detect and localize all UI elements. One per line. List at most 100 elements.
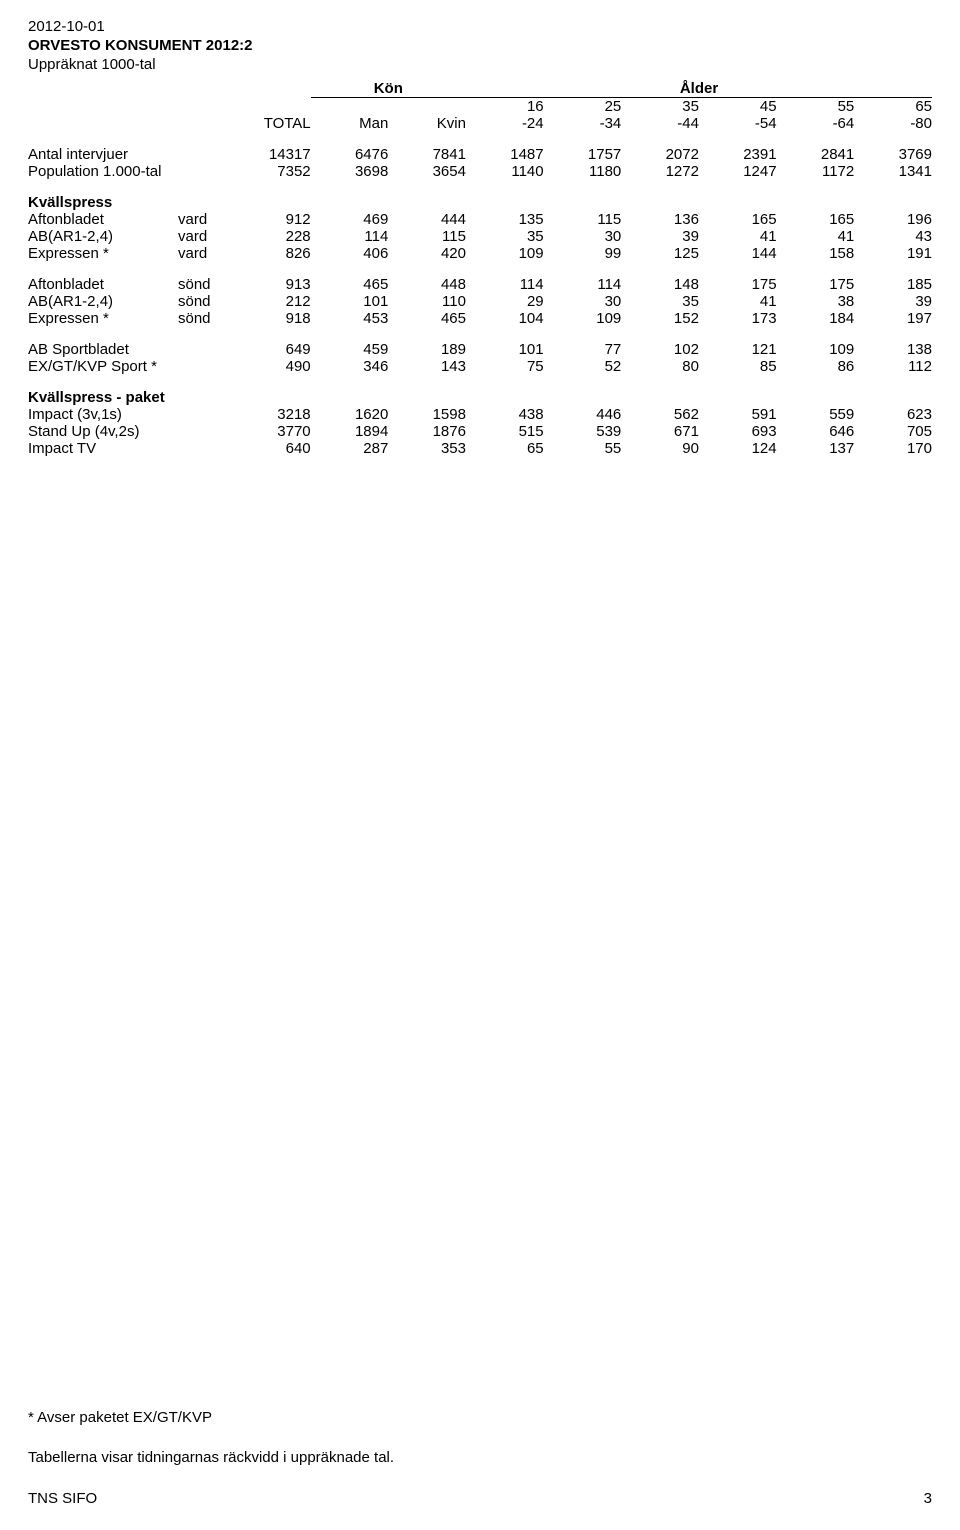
data-cell: 1876 [388, 423, 466, 440]
data-cell: 165 [699, 211, 777, 228]
data-cell: 446 [544, 406, 622, 423]
data-cell: 671 [621, 423, 699, 440]
meta-row: Population 1.000-tal73523698365411401180… [28, 163, 932, 180]
data-cell: 115 [388, 228, 466, 245]
page-footer: * Avser paketet EX/GT/KVP Tabellerna vis… [28, 1407, 932, 1511]
data-cell: 52 [544, 358, 622, 375]
age-top-1: 25 [544, 98, 622, 115]
data-cell: 175 [777, 276, 855, 293]
row-label: Expressen * [28, 245, 178, 262]
footnote-reach: Tabellerna visar tidningarnas räckvidd i… [28, 1447, 932, 1470]
row-label: EX/GT/KVP Sport * [28, 358, 233, 375]
row-sublabel: sönd [178, 276, 233, 293]
group-header-row: Kön Ålder [28, 80, 932, 98]
data-cell: 109 [466, 245, 544, 262]
data-cell: 826 [233, 245, 311, 262]
data-cell: 1487 [466, 146, 544, 163]
data-cell: 562 [621, 406, 699, 423]
data-cell: 649 [233, 341, 311, 358]
row-label: Impact (3v,1s) [28, 406, 233, 423]
footnote-source: TNS SIFO [28, 1488, 932, 1511]
data-cell: 115 [544, 211, 622, 228]
data-row: Stand Up (4v,2s)377018941876515539671693… [28, 423, 932, 440]
data-cell: 448 [388, 276, 466, 293]
data-cell: 438 [466, 406, 544, 423]
data-cell: 39 [621, 228, 699, 245]
row-sublabel: vard [178, 211, 233, 228]
data-cell: 197 [854, 310, 932, 327]
row-label: Expressen * [28, 310, 178, 327]
data-cell: 41 [699, 293, 777, 310]
data-cell: 646 [777, 423, 855, 440]
data-cell: 102 [621, 341, 699, 358]
data-cell: 148 [621, 276, 699, 293]
data-cell: 110 [388, 293, 466, 310]
data-cell: 212 [233, 293, 311, 310]
data-cell: 2841 [777, 146, 855, 163]
data-cell: 490 [233, 358, 311, 375]
data-cell: 184 [777, 310, 855, 327]
age-top-4: 55 [777, 98, 855, 115]
header-subtitle: Uppräknat 1000-tal [28, 56, 932, 75]
data-cell: 228 [233, 228, 311, 245]
section-heading: Kvällspress - paket [28, 389, 932, 406]
data-cell: 346 [311, 358, 389, 375]
data-cell: 1247 [699, 163, 777, 180]
data-cell: 55 [544, 440, 622, 457]
data-cell: 406 [311, 245, 389, 262]
data-cell: 101 [311, 293, 389, 310]
age-bot-2: -44 [621, 115, 699, 132]
data-cell: 287 [311, 440, 389, 457]
section-heading-row: Kvällspress - paket [28, 389, 932, 406]
data-cell: 465 [311, 276, 389, 293]
col-labels-row: TOTAL Man Kvin -24 -34 -44 -54 -64 -80 [28, 115, 932, 132]
row-label: AB(AR1-2,4) [28, 228, 178, 245]
data-cell: 1620 [311, 406, 389, 423]
data-cell: 1894 [311, 423, 389, 440]
data-cell: 459 [311, 341, 389, 358]
data-cell: 30 [544, 293, 622, 310]
col-kvin: Kvin [388, 115, 466, 132]
data-cell: 453 [311, 310, 389, 327]
data-cell: 109 [544, 310, 622, 327]
data-cell: 705 [854, 423, 932, 440]
data-cell: 3218 [233, 406, 311, 423]
data-cell: 136 [621, 211, 699, 228]
data-cell: 515 [466, 423, 544, 440]
age-top-row: 16 25 35 45 55 65 [28, 98, 932, 115]
data-row: Aftonbladetsönd9134654481141141481751751… [28, 276, 932, 293]
data-table: Kön Ålder 16 25 35 45 55 65 TOTAL Man Kv… [28, 80, 932, 471]
data-cell: 152 [621, 310, 699, 327]
data-cell: 623 [854, 406, 932, 423]
row-label: Aftonbladet [28, 276, 178, 293]
data-cell: 35 [466, 228, 544, 245]
data-cell: 29 [466, 293, 544, 310]
data-cell: 14317 [233, 146, 311, 163]
row-sublabel: vard [178, 228, 233, 245]
data-cell: 165 [777, 211, 855, 228]
data-cell: 77 [544, 341, 622, 358]
meta-row: Antal intervjuer143176476784114871757207… [28, 146, 932, 163]
age-bot-3: -54 [699, 115, 777, 132]
data-cell: 114 [466, 276, 544, 293]
data-cell: 1598 [388, 406, 466, 423]
alder-header: Ålder [466, 80, 932, 98]
data-cell: 3698 [311, 163, 389, 180]
data-cell: 101 [466, 341, 544, 358]
data-cell: 539 [544, 423, 622, 440]
section-heading: Kvällspress [28, 194, 932, 211]
data-cell: 7352 [233, 163, 311, 180]
data-cell: 85 [699, 358, 777, 375]
data-row: AB Sportbladet64945918910177102121109138 [28, 341, 932, 358]
data-cell: 138 [854, 341, 932, 358]
data-cell: 125 [621, 245, 699, 262]
data-cell: 469 [311, 211, 389, 228]
data-cell: 121 [699, 341, 777, 358]
data-cell: 30 [544, 228, 622, 245]
data-cell: 2072 [621, 146, 699, 163]
data-cell: 75 [466, 358, 544, 375]
data-row: Aftonbladetvard9124694441351151361651651… [28, 211, 932, 228]
data-row: EX/GT/KVP Sport *4903461437552808586112 [28, 358, 932, 375]
data-cell: 1140 [466, 163, 544, 180]
data-cell: 124 [699, 440, 777, 457]
